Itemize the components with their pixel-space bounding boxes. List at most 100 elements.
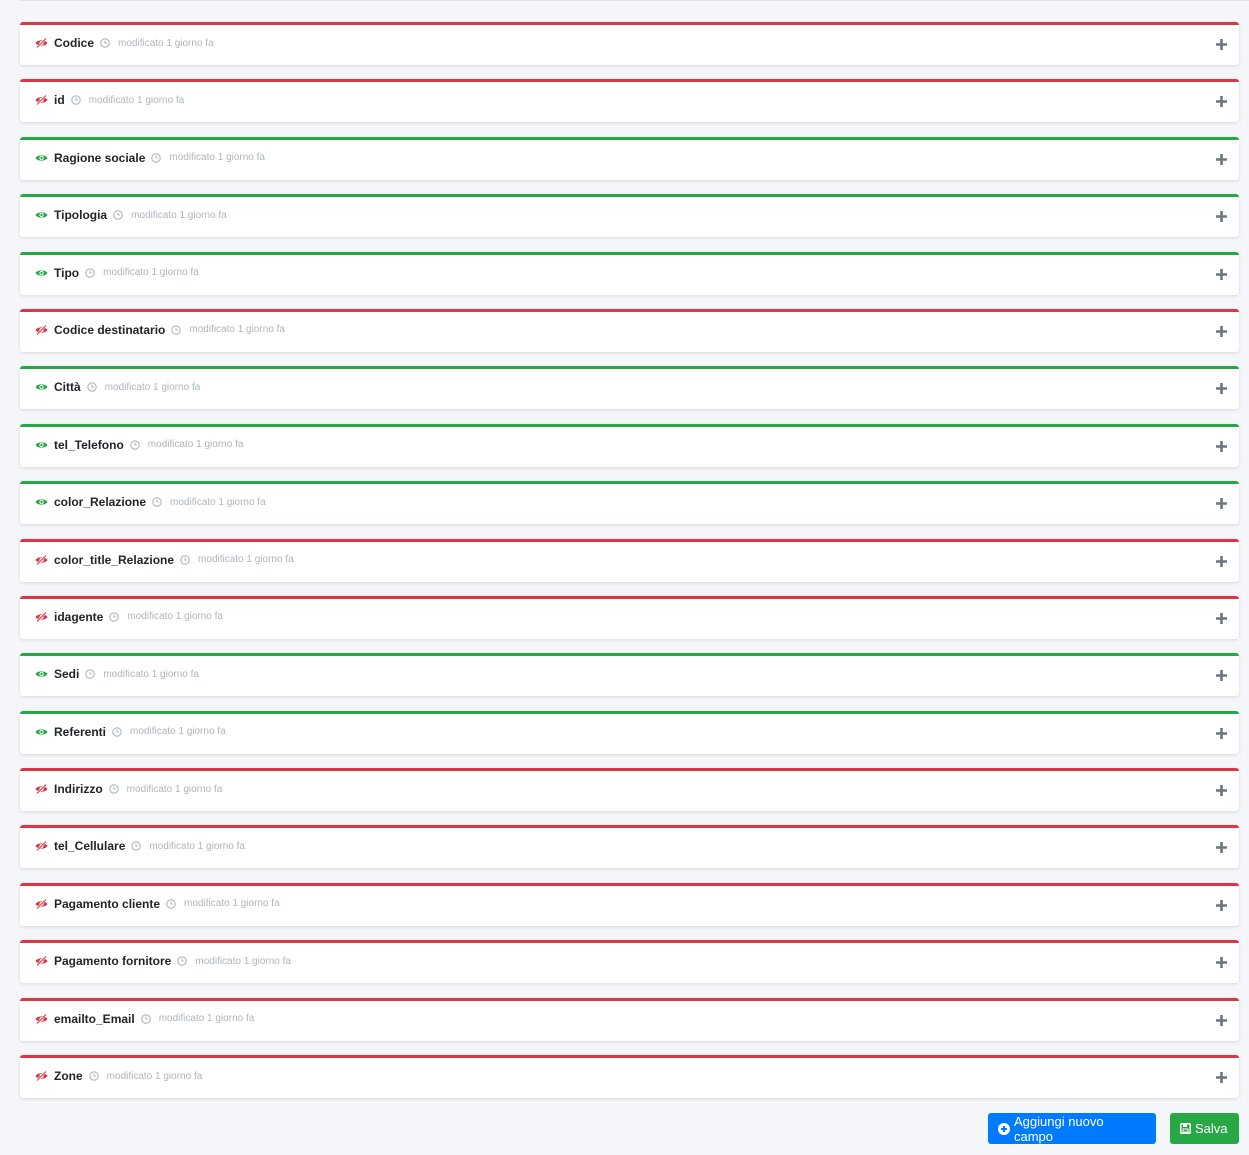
field-name: emailto_Email <box>54 1011 135 1026</box>
clock-icon <box>113 210 123 220</box>
field-header: id modificato 1 giorno fa <box>35 93 184 107</box>
plus-icon[interactable] <box>1216 727 1227 739</box>
field-header: Ragione sociale modificato 1 giorno fa <box>35 151 265 165</box>
eye-slash-icon[interactable] <box>35 611 48 622</box>
eye-slash-icon[interactable] <box>35 898 48 909</box>
clock-icon <box>86 382 97 393</box>
field-name: Tipologia <box>54 208 108 223</box>
modified-time: modificato 1 giorno fa <box>103 668 199 680</box>
plus-icon[interactable] <box>1216 440 1227 452</box>
eye-slash-icon[interactable] <box>35 1013 48 1024</box>
eye-icon[interactable] <box>35 382 48 392</box>
plus-icon[interactable] <box>1216 842 1227 854</box>
field-name: id <box>54 93 65 108</box>
plus-icon[interactable] <box>1216 1014 1227 1026</box>
field-card: Pagamento fornitore modificato 1 giorno … <box>20 940 1239 984</box>
field-card: Referenti modificato 1 giorno fa <box>20 710 1239 754</box>
add-field-button[interactable]: Aggiungi nuovo campo <box>988 1113 1156 1144</box>
eye-slash-icon[interactable] <box>35 1071 48 1082</box>
eye-icon[interactable] <box>35 440 48 450</box>
field-header: Zone modificato 1 giorno fa <box>35 1069 202 1083</box>
field-header: Pagamento cliente modificato 1 giorno fa <box>35 897 280 911</box>
plus-icon[interactable] <box>1216 211 1227 223</box>
plus-icon[interactable] <box>1216 612 1227 624</box>
modified-time: modificato 1 giorno fa <box>158 1013 255 1025</box>
clock-icon <box>177 956 188 966</box>
field-name: Pagamento fornitore <box>54 954 172 969</box>
clock-icon <box>171 325 182 335</box>
field-header: tel_Cellulare modificato 1 giorno fa <box>35 839 245 853</box>
modified-time: modificato 1 giorno fa <box>104 381 201 393</box>
plus-icon[interactable] <box>1216 268 1227 280</box>
plus-icon[interactable] <box>1216 325 1227 337</box>
plus-icon[interactable] <box>1216 555 1227 567</box>
modified-time: modificato 1 giorno fa <box>169 152 265 164</box>
clock-icon <box>130 439 140 450</box>
field-header: idagente modificato 1 giorno fa <box>35 610 223 624</box>
save-button[interactable]: Salva <box>1170 1113 1239 1144</box>
field-name: Città <box>54 380 81 395</box>
eye-slash-icon[interactable] <box>35 554 48 565</box>
plus-icon[interactable] <box>1216 96 1227 108</box>
modified-time: modificato 1 giorno fa <box>106 1070 203 1082</box>
field-card: tel_Cellulare modificato 1 giorno fa <box>20 825 1239 869</box>
field-name: Pagamento cliente <box>54 896 161 911</box>
clock-icon <box>112 726 122 737</box>
plus-icon[interactable] <box>1216 1072 1227 1084</box>
field-name: tel_Cellulare <box>54 839 126 854</box>
eye-slash-icon[interactable] <box>35 38 48 48</box>
plus-icon[interactable] <box>1216 785 1227 797</box>
eye-slash-icon[interactable] <box>35 324 48 335</box>
clock-icon <box>166 899 176 909</box>
modified-time: modificato 1 giorno fa <box>88 94 185 106</box>
eye-slash-icon[interactable] <box>35 784 48 795</box>
clock-icon <box>180 554 190 565</box>
clock-icon <box>85 669 96 680</box>
eye-icon[interactable] <box>35 153 48 163</box>
clock-icon <box>131 841 142 852</box>
field-name: Referenti <box>54 724 107 739</box>
field-header: Tipo modificato 1 giorno fa <box>35 266 199 280</box>
clock-icon <box>88 1071 99 1081</box>
plus-icon[interactable] <box>1216 39 1227 50</box>
modified-time: modificato 1 giorno fa <box>131 209 227 221</box>
plus-icon[interactable] <box>1216 957 1227 969</box>
clock-icon <box>140 1013 151 1024</box>
modified-time: modificato 1 giorno fa <box>118 37 214 49</box>
eye-icon[interactable] <box>35 210 48 220</box>
modified-time: modificato 1 giorno fa <box>198 554 294 566</box>
field-header: tel_Telefono modificato 1 giorno fa <box>35 438 243 452</box>
eye-icon[interactable] <box>35 497 48 507</box>
eye-icon[interactable] <box>35 727 48 737</box>
field-header: Città modificato 1 giorno fa <box>35 380 200 394</box>
field-name: color_Relazione <box>54 495 147 510</box>
field-card: Tipologia modificato 1 giorno fa <box>20 194 1239 238</box>
eye-slash-icon[interactable] <box>35 95 48 106</box>
field-card: Città modificato 1 giorno fa <box>20 366 1239 410</box>
modified-time: modificato 1 giorno fa <box>126 783 223 795</box>
field-card: Pagamento cliente modificato 1 giorno fa <box>20 882 1239 926</box>
field-card: emailto_Email modificato 1 giorno fa <box>20 997 1239 1041</box>
eye-slash-icon[interactable] <box>35 841 48 852</box>
plus-icon[interactable] <box>1216 670 1227 682</box>
field-header: Pagamento fornitore modificato 1 giorno … <box>35 954 291 968</box>
field-list: Codice modificato 1 giorno fa id modific… <box>20 22 1239 1112</box>
plus-icon[interactable] <box>1216 899 1227 911</box>
divider <box>20 0 1249 1</box>
plus-icon[interactable] <box>1216 383 1227 395</box>
field-header: Tipologia modificato 1 giorno fa <box>35 208 227 222</box>
plus-circle-icon <box>998 1122 1010 1135</box>
field-header: Sedi modificato 1 giorno fa <box>35 667 199 681</box>
field-card: Ragione sociale modificato 1 giorno fa <box>20 136 1239 180</box>
field-header: Codice modificato 1 giorno fa <box>35 36 214 50</box>
plus-icon[interactable] <box>1216 153 1227 165</box>
eye-icon[interactable] <box>35 669 48 679</box>
plus-icon[interactable] <box>1216 498 1227 510</box>
field-name: Tipo <box>54 265 80 280</box>
field-name: Zone <box>54 1069 83 1084</box>
eye-slash-icon[interactable] <box>35 956 48 967</box>
save-label: Salva <box>1195 1121 1228 1136</box>
field-name: Indirizzo <box>54 782 103 797</box>
eye-icon[interactable] <box>35 268 48 278</box>
modified-time: modificato 1 giorno fa <box>195 955 291 967</box>
